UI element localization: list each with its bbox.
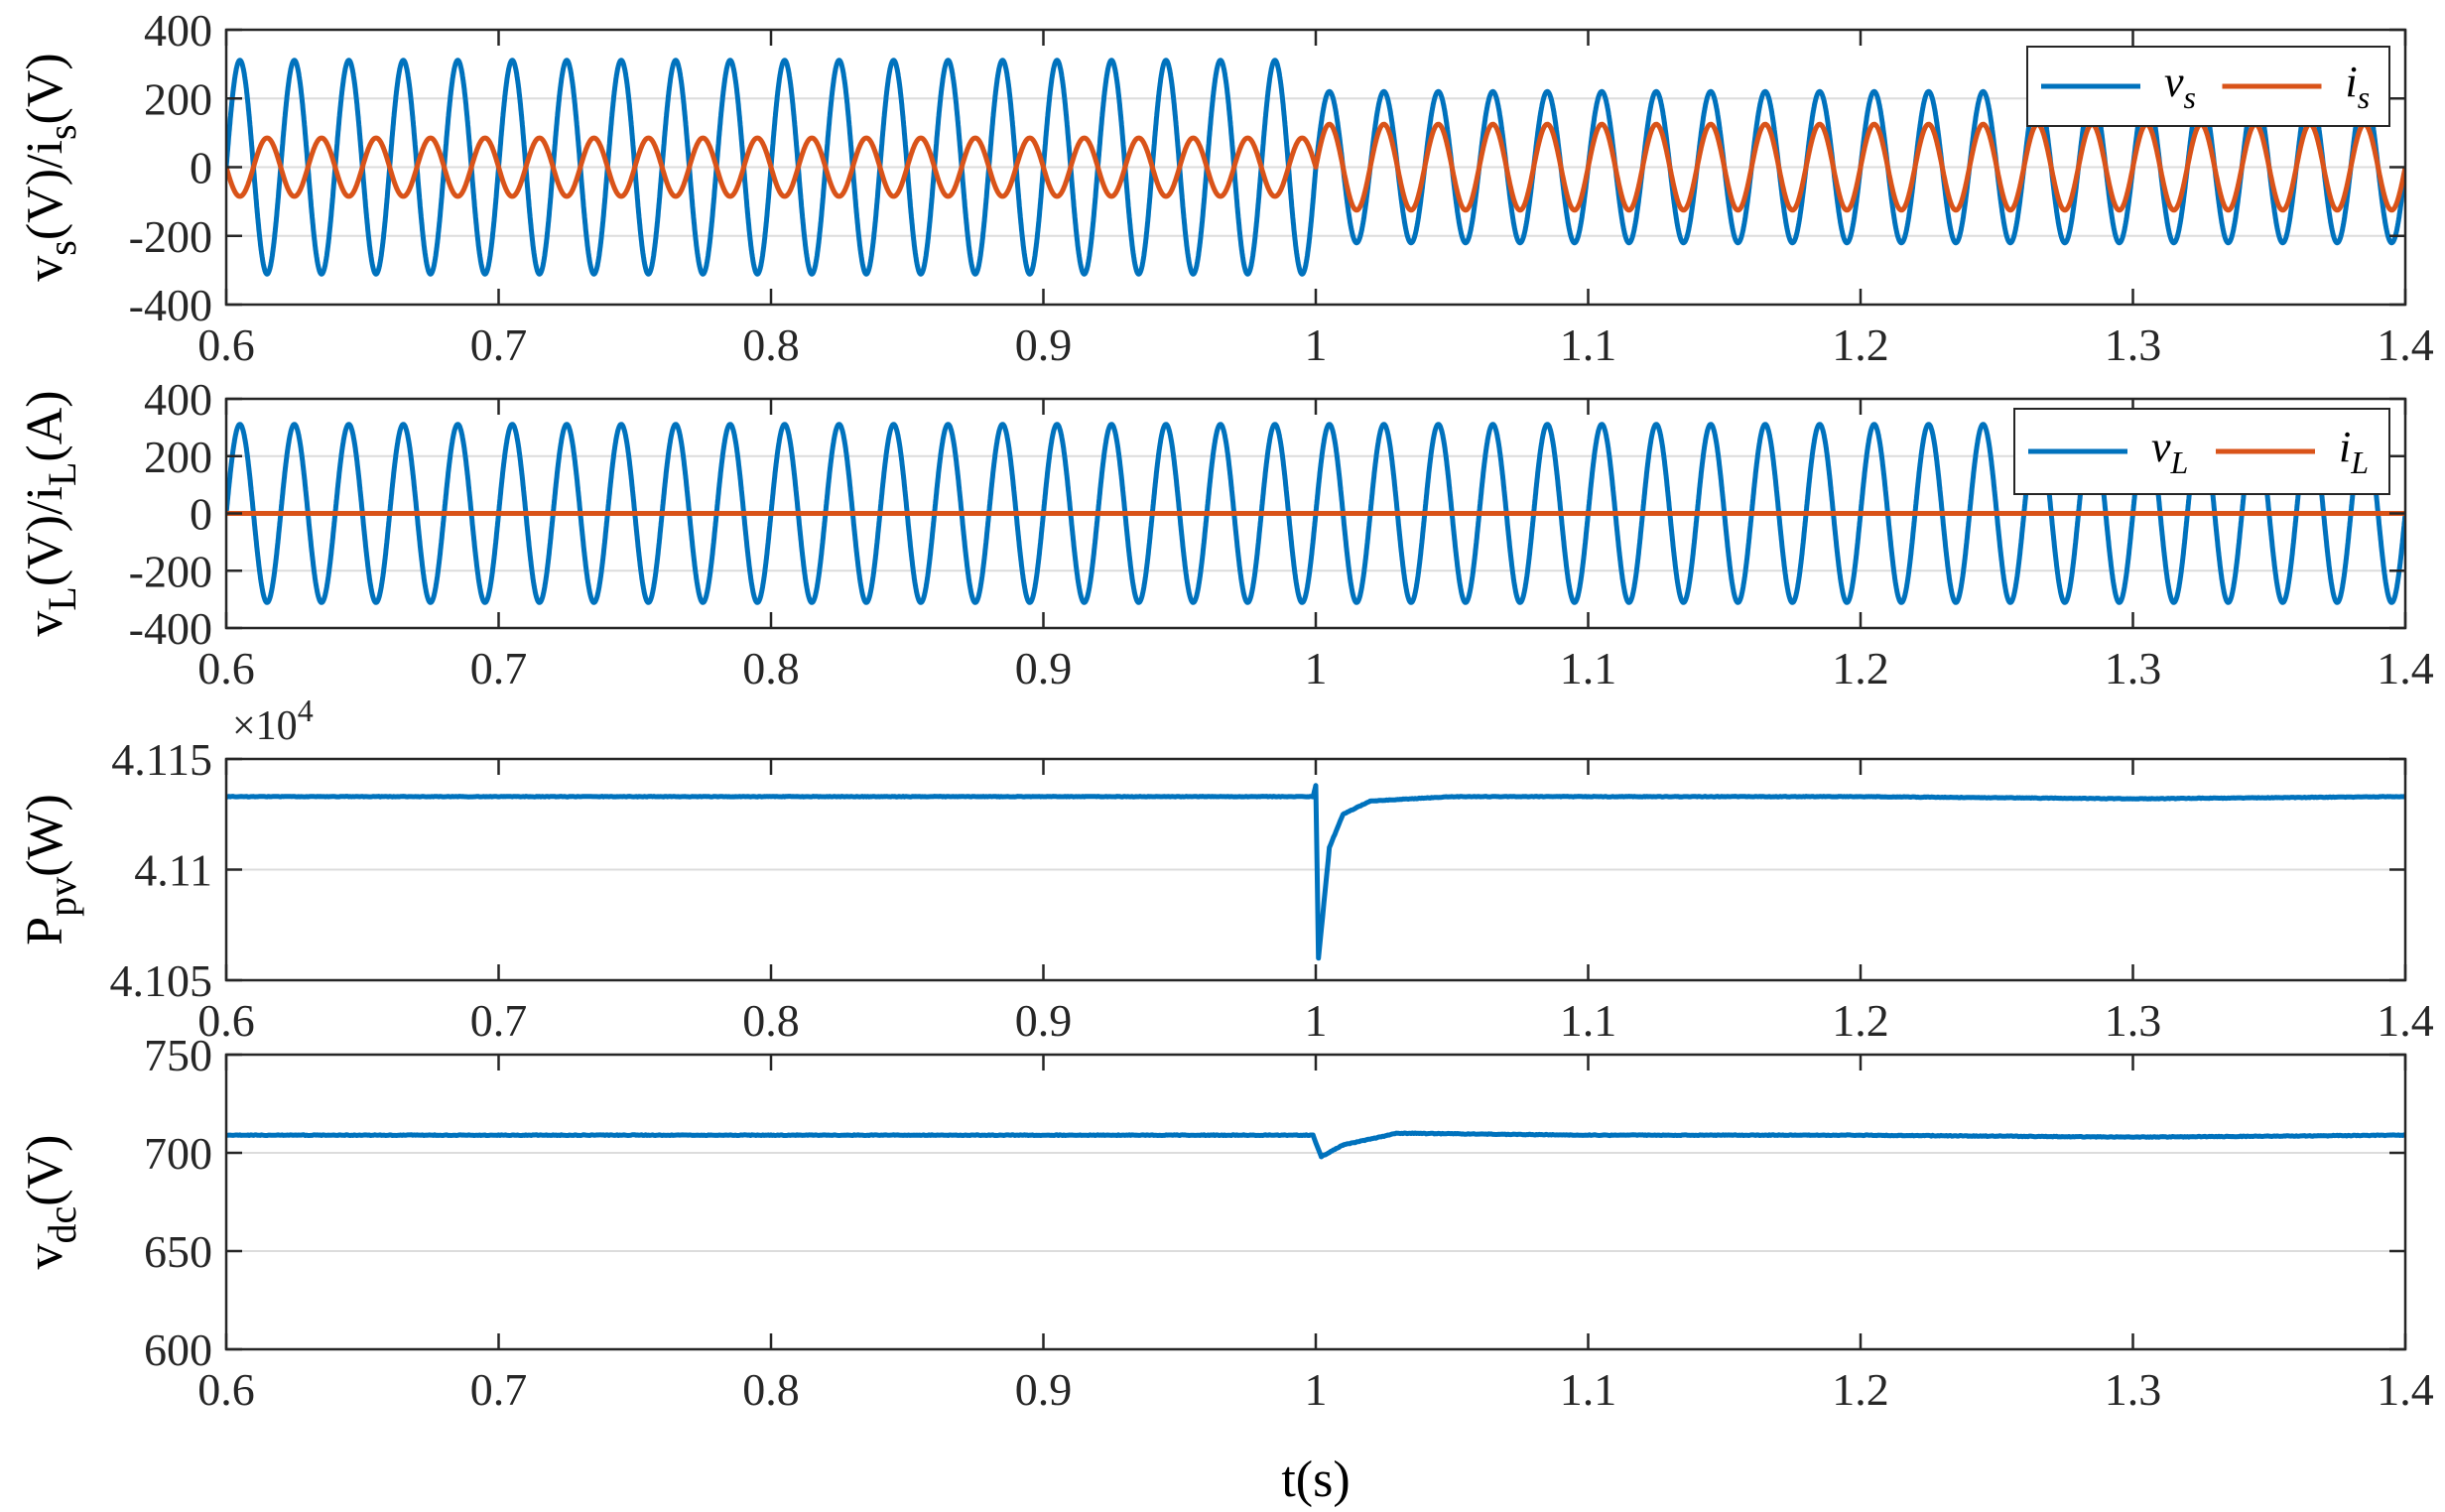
y-axis-label: vs(V)/is(V) — [17, 53, 84, 281]
y-axis-label: Ppv(W) — [17, 794, 84, 945]
y-tick-label: 400 — [144, 5, 212, 56]
x-tick-label: 0.8 — [742, 643, 800, 693]
y-tick-label: 200 — [144, 73, 212, 124]
y-tick-label: 750 — [144, 1030, 212, 1080]
y-tick-label: 0 — [190, 489, 212, 540]
x-tick-label: 1.3 — [2105, 319, 2162, 370]
chart-panel-4: 0.6 0.7 0.8 0.9 1 1.1 1.2 1.3 1.4 750 700 650 600 vdc… — [17, 1030, 2434, 1508]
y-tick-label: -400 — [129, 280, 212, 330]
y-tick-label: 650 — [144, 1226, 212, 1277]
x-tick-label: 0.6 — [197, 995, 255, 1046]
x-tick-label: 1 — [1305, 1364, 1328, 1415]
x-tick-label: 0.7 — [470, 995, 528, 1046]
x-tick-label: 1.4 — [2377, 319, 2434, 370]
x-tick-label: 1.2 — [1832, 643, 1889, 693]
x-tick-label: 0.8 — [742, 995, 800, 1046]
legend: vs is — [2026, 46, 2390, 127]
y-tick-label: 0 — [190, 143, 212, 193]
plot-area — [226, 783, 2405, 961]
x-tick-label: 0.6 — [197, 1364, 255, 1415]
x-tick-label: 1.2 — [1832, 1364, 1889, 1415]
chart-panel-1: 0.6 0.7 0.8 0.9 1 1.1 1.2 1.3 1.4 400 200 0 -200 -400… — [17, 5, 2434, 370]
y-tick-label: -200 — [129, 211, 212, 262]
x-tick-label: 1.3 — [2105, 643, 2162, 693]
y-tick-label: 600 — [144, 1324, 212, 1375]
y-tick-label: 700 — [144, 1128, 212, 1179]
y-tick-label: 4.115 — [111, 734, 212, 785]
chart-panel-3: 0.6 0.7 0.8 0.9 1 1.1 1.2 1.3 1.4 4.115 4.11 4.105 P… — [17, 693, 2434, 1046]
y-axis-label: vL(V)/iL(A) — [17, 390, 84, 636]
legend-label: is — [2346, 58, 2371, 115]
y-tick-label: 400 — [144, 374, 212, 425]
series-line-series1 — [226, 1130, 2405, 1160]
legend-label: vL — [2151, 423, 2188, 480]
x-axis-label: t(s) — [1281, 1451, 1350, 1508]
y-tick-label: 200 — [144, 432, 212, 482]
x-tick-label: 0.9 — [1015, 643, 1073, 693]
x-tick-label: 0.9 — [1015, 319, 1073, 370]
x-tick-label: 1.3 — [2105, 1364, 2162, 1415]
series-line-series1 — [226, 783, 2405, 961]
x-tick-label: 1.1 — [1560, 1364, 1617, 1415]
x-tick-label: 0.9 — [1015, 1364, 1073, 1415]
x-tick-label: 0.9 — [1015, 995, 1073, 1046]
axis-multiplier: ×104 — [232, 693, 314, 749]
legend-label: iL — [2339, 423, 2369, 480]
x-tick-label: 1.2 — [1832, 319, 1889, 370]
x-tick-label: 0.7 — [470, 319, 528, 370]
x-tick-label: 1.4 — [2377, 643, 2434, 693]
x-tick-label: 1.1 — [1560, 995, 1617, 1046]
chart-panel-2: 0.6 0.7 0.8 0.9 1 1.1 1.2 1.3 1.4 400 200 0 -200 -400… — [17, 374, 2434, 693]
legend-label: vs — [2164, 58, 2196, 115]
x-tick-label: 1.4 — [2377, 995, 2434, 1046]
x-tick-label: 1.4 — [2377, 1364, 2434, 1415]
y-tick-label: 4.11 — [134, 845, 212, 896]
axes-box — [224, 1053, 2407, 1351]
x-tick-label: 1.2 — [1832, 995, 1889, 1046]
series-line-i_s — [226, 121, 2405, 213]
x-tick-label: 0.6 — [197, 643, 255, 693]
x-tick-label: 0.8 — [742, 1364, 800, 1415]
legend: vL iL — [2013, 408, 2390, 495]
x-tick-label: 0.6 — [197, 319, 255, 370]
x-tick-label: 1.1 — [1560, 319, 1617, 370]
y-tick-label: 4.105 — [110, 955, 213, 1006]
x-tick-label: 1.1 — [1560, 643, 1617, 693]
y-axis-label: vdc(V) — [17, 1135, 84, 1270]
x-tick-label: 0.7 — [470, 643, 528, 693]
x-tick-label: 1 — [1305, 995, 1328, 1046]
x-tick-label: 0.8 — [742, 319, 800, 370]
x-tick-label: 1 — [1305, 643, 1328, 693]
y-tick-label: -400 — [129, 603, 212, 654]
x-tick-label: 1.3 — [2105, 995, 2162, 1046]
plot-area — [226, 1130, 2405, 1160]
x-tick-label: 1 — [1305, 319, 1328, 370]
x-tick-label: 0.7 — [470, 1364, 528, 1415]
y-tick-label: -200 — [129, 546, 212, 596]
